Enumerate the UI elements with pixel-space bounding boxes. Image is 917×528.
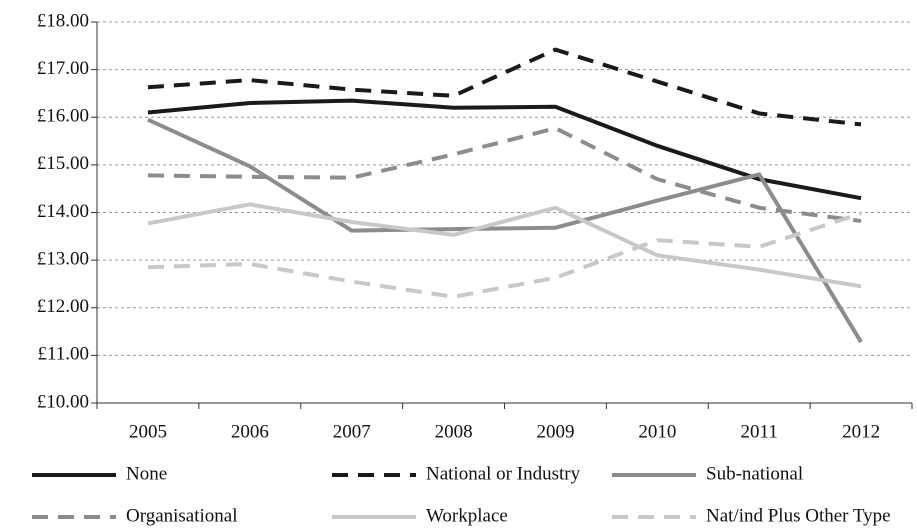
- series-line: [147, 126, 862, 224]
- series-line: [147, 98, 862, 201]
- y-tick-label: £11.00: [37, 344, 89, 365]
- y-tick-label: £18.00: [37, 10, 89, 31]
- legend-label: National or Industry: [426, 463, 581, 484]
- legend-label: Organisational: [126, 505, 238, 526]
- series-line: [147, 47, 862, 127]
- x-tick-label: 2011: [741, 421, 778, 442]
- x-tick-label: 2010: [638, 421, 676, 442]
- legend-label: Sub-national: [706, 463, 803, 484]
- series-line: [147, 117, 863, 344]
- y-tick-label: £14.00: [37, 201, 89, 222]
- x-tick-label: 2006: [231, 421, 269, 442]
- x-tick-label: 2008: [435, 421, 473, 442]
- x-tick-label: 2005: [129, 421, 167, 442]
- y-tick-label: £10.00: [37, 391, 89, 412]
- x-tick-label: 2009: [536, 421, 574, 442]
- y-tick-label: £12.00: [37, 296, 89, 317]
- y-tick-label: £16.00: [37, 106, 89, 127]
- series-line: [147, 211, 862, 299]
- legend-label: None: [126, 463, 167, 484]
- legend-label: Workplace: [426, 505, 508, 526]
- x-tick-label: 2007: [333, 421, 371, 442]
- y-tick-label: £15.00: [37, 153, 89, 174]
- y-tick-label: £17.00: [37, 58, 89, 79]
- y-tick-label: £13.00: [37, 248, 89, 269]
- x-tick-label: 2012: [842, 421, 880, 442]
- series-line: [147, 202, 862, 289]
- legend-label: Nat/ind Plus Other Type: [706, 505, 891, 526]
